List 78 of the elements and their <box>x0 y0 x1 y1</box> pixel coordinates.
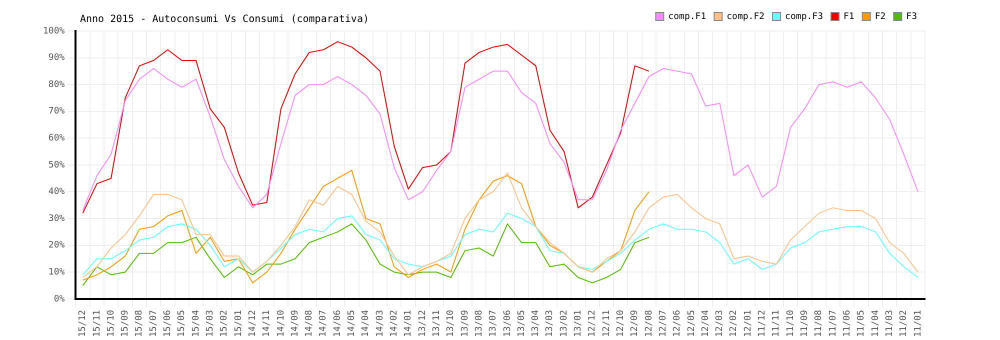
x-tick-label: 12/02 <box>729 310 740 337</box>
x-tick-label: 12/12 <box>588 310 598 337</box>
x-tick-label: 11/08 <box>814 310 824 337</box>
y-tick-label: 10% <box>48 267 66 278</box>
chart-title: Anno 2015 - Autoconsumi Vs Consumi (comparativa) <box>80 14 369 25</box>
x-tick-label: 15/06 <box>163 310 174 337</box>
x-tick-label: 14/10 <box>276 310 286 337</box>
y-tick-label: 90% <box>48 53 66 64</box>
x-tick-label: 14/02 <box>390 310 400 337</box>
x-tick-label: 11/01 <box>913 310 924 337</box>
y-tick-label: 70% <box>48 106 66 117</box>
x-tick-label: 11/12 <box>758 310 768 337</box>
x-tick-label: 11/05 <box>856 310 867 337</box>
x-tick-label: 14/08 <box>304 310 315 337</box>
x-tick-label: 15/08 <box>134 310 145 337</box>
x-tick-label: 11/03 <box>884 310 895 337</box>
x-tick-label: 12/05 <box>686 310 697 337</box>
x-tick-label: 13/12 <box>418 310 428 337</box>
x-tick-label: 13/04 <box>531 310 542 337</box>
x-tick-label: 11/07 <box>828 310 838 337</box>
legend-label: comp.F2 <box>726 12 765 22</box>
x-tick-label: 11/04 <box>870 310 881 337</box>
x-tick-label: 13/11 <box>432 310 442 337</box>
x-tick-label: 13/01 <box>574 310 584 337</box>
x-tick-label: 12/10 <box>616 310 626 337</box>
y-tick-label: 80% <box>48 80 66 90</box>
x-tick-label: 14/03 <box>375 310 386 337</box>
x-tick-label: 13/09 <box>460 310 470 337</box>
x-tick-label: 15/07 <box>148 310 159 337</box>
x-tick-label: 15/10 <box>106 310 116 337</box>
legend-label: F1 <box>843 12 854 22</box>
x-tick-label: 15/04 <box>191 310 202 337</box>
x-tick-label: 13/02 <box>559 310 570 337</box>
x-tick-label: 11/06 <box>842 310 852 337</box>
x-tick-label: 11/02 <box>899 310 910 337</box>
x-tick-label: 12/09 <box>630 310 640 337</box>
x-tick-label: 13/07 <box>488 310 499 337</box>
x-tick-label: 13/05 <box>516 310 527 337</box>
x-tick-label: 15/03 <box>205 310 216 337</box>
x-tick-label: 11/11 <box>772 310 782 337</box>
x-tick-label: 14/05 <box>347 310 358 337</box>
x-tick-label: 13/03 <box>545 310 556 337</box>
y-tick-label: 0% <box>54 294 66 304</box>
legend-label: comp.F3 <box>785 12 823 22</box>
x-tick-label: 15/11 <box>92 310 102 337</box>
x-tick-label: 14/06 <box>332 310 343 337</box>
x-tick-label: 12/04 <box>700 310 711 337</box>
x-tick-label: 12/01 <box>743 310 754 337</box>
y-tick-label: 40% <box>48 187 66 198</box>
x-tick-label: 13/10 <box>446 310 456 337</box>
x-tick-label: 15/01 <box>234 310 244 337</box>
y-tick-label: 30% <box>48 214 66 224</box>
x-tick-label: 11/09 <box>800 310 810 337</box>
x-tick-label: 14/11 <box>262 310 272 337</box>
y-tick-label: 100% <box>42 26 66 36</box>
y-tick-label: 20% <box>48 240 66 251</box>
x-tick-label: 13/06 <box>502 310 513 337</box>
legend-label: F3 <box>906 12 918 22</box>
y-tick-label: 60% <box>48 134 66 144</box>
x-tick-label: 11/10 <box>786 310 796 337</box>
x-tick-label: 12/03 <box>715 310 726 337</box>
x-tick-label: 14/01 <box>404 310 414 337</box>
x-tick-label: 14/04 <box>361 310 372 337</box>
x-tick-label: 14/09 <box>290 310 300 337</box>
x-tick-label: 15/12 <box>78 310 88 337</box>
x-tick-label: 14/07 <box>318 310 329 337</box>
legend-label: comp.F1 <box>668 12 706 22</box>
x-tick-label: 15/02 <box>220 310 230 337</box>
legend-label: F2 <box>874 12 886 22</box>
x-tick-label: 12/06 <box>672 310 683 337</box>
x-tick-label: 12/11 <box>602 310 612 337</box>
x-tick-label: 15/09 <box>120 310 131 337</box>
y-tick-label: 50% <box>48 160 66 170</box>
x-tick-label: 12/07 <box>658 310 668 337</box>
x-tick-label: 15/05 <box>177 310 188 337</box>
x-tick-label: 14/12 <box>248 310 258 337</box>
x-tick-label: 13/08 <box>474 310 484 337</box>
x-tick-label: 12/08 <box>644 310 654 337</box>
